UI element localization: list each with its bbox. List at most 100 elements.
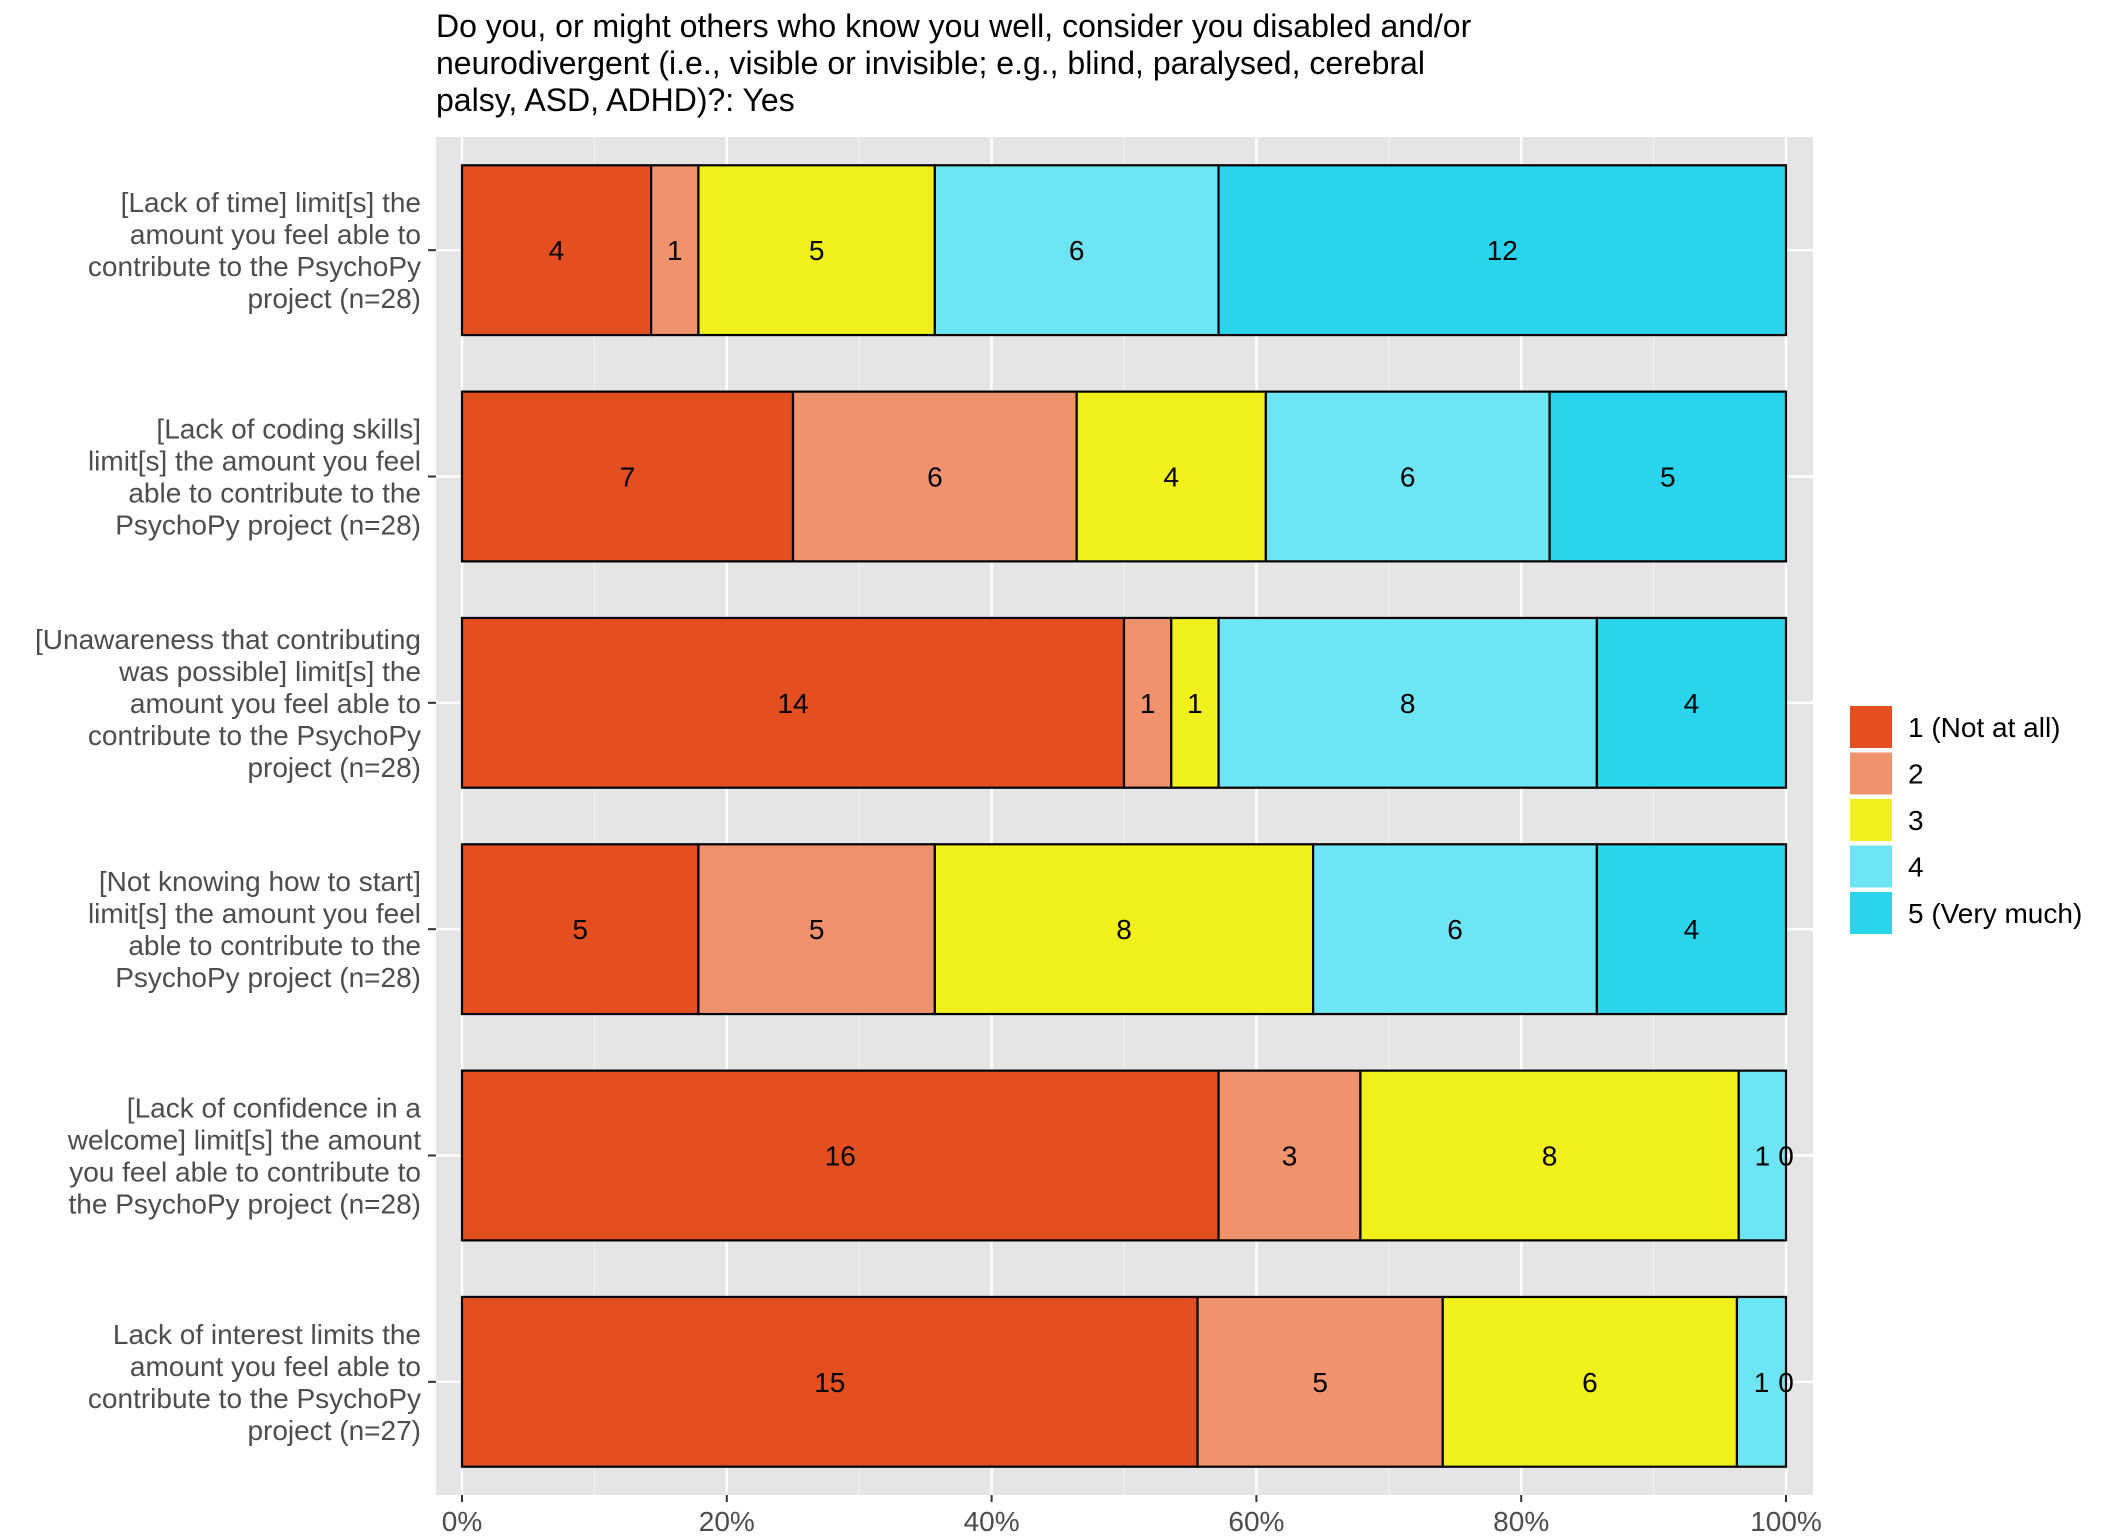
category-label-line: [Unawareness that contributing bbox=[35, 624, 421, 655]
bar-segment bbox=[1312, 843, 1598, 1016]
bar-segment bbox=[1737, 1069, 1788, 1242]
bar-segment bbox=[1359, 1069, 1740, 1242]
bar-segment bbox=[1548, 390, 1788, 563]
bar-segment bbox=[460, 390, 795, 563]
data-label: 4 bbox=[549, 235, 565, 266]
category-label-line: Lack of interest limits the bbox=[113, 1319, 421, 1350]
category-label-line: limit[s] the amount you feel bbox=[88, 898, 421, 929]
bar-segment bbox=[697, 164, 936, 337]
category-label-line: amount you feel able to bbox=[130, 1351, 421, 1382]
category-label-line: was possible] limit[s] the bbox=[118, 656, 421, 687]
data-label: 1 bbox=[1755, 1141, 1771, 1172]
bar-segment bbox=[460, 843, 700, 1016]
data-label: 5 bbox=[809, 235, 825, 266]
bars bbox=[460, 164, 1788, 1468]
bar-segment bbox=[460, 1295, 1199, 1468]
data-label: 1 bbox=[1754, 1367, 1770, 1398]
bar-segment bbox=[460, 164, 653, 337]
category-label-line: welcome] limit[s] the amount bbox=[67, 1125, 421, 1156]
legend-label: 1 (Not at all) bbox=[1908, 712, 2061, 743]
x-tick-label: 60% bbox=[1228, 1506, 1284, 1536]
data-label: 6 bbox=[1400, 462, 1416, 493]
category-label-line: PsychoPy project (n=28) bbox=[115, 510, 421, 541]
data-label: 8 bbox=[1116, 914, 1132, 945]
data-label: 4 bbox=[1163, 462, 1179, 493]
category-label: [Not knowing how to start] limit[s] the a… bbox=[88, 866, 421, 993]
data-label: 1 bbox=[667, 235, 683, 266]
bar-segment bbox=[1595, 616, 1788, 789]
category-label-line: project (n=27) bbox=[247, 1415, 421, 1446]
chart-title-line: Do you, or might others who know you wel… bbox=[436, 8, 1472, 44]
legend-key bbox=[1850, 706, 1892, 748]
data-label: 7 bbox=[620, 462, 636, 493]
data-label: 8 bbox=[1542, 1141, 1558, 1172]
data-label: 5 bbox=[572, 914, 588, 945]
data-label: 6 bbox=[1447, 914, 1463, 945]
category-label: [Lack of time] limit[s] the amount you fe… bbox=[88, 187, 421, 314]
data-label: 12 bbox=[1487, 235, 1518, 266]
legend-label: 4 bbox=[1908, 852, 1924, 883]
data-label: 6 bbox=[1582, 1367, 1598, 1398]
bar-segment bbox=[460, 616, 1126, 789]
data-label: 4 bbox=[1684, 688, 1700, 719]
bar-segment bbox=[1122, 616, 1173, 789]
legend-key bbox=[1850, 892, 1892, 934]
category-label-line: project (n=28) bbox=[247, 283, 421, 314]
x-tick-label: 0% bbox=[442, 1506, 482, 1536]
x-tick-label: 20% bbox=[699, 1506, 755, 1536]
legend-label: 2 bbox=[1908, 759, 1924, 790]
category-label-line: limit[s] the amount you feel bbox=[88, 446, 421, 477]
data-label: 0 bbox=[1778, 1367, 1794, 1398]
category-label-line: contribute to the PsychoPy bbox=[88, 720, 421, 751]
x-tick-label: 40% bbox=[964, 1506, 1020, 1536]
data-label: 14 bbox=[777, 688, 808, 719]
legend-key bbox=[1850, 752, 1892, 795]
category-label-line: amount you feel able to bbox=[130, 219, 421, 250]
category-label: [Lack of coding skills] limit[s] the amou… bbox=[88, 414, 421, 541]
legend-key bbox=[1850, 845, 1892, 888]
category-label-line: [Lack of confidence in a bbox=[127, 1093, 422, 1124]
legend-label: 5 (Very much) bbox=[1908, 898, 2082, 929]
legend-key bbox=[1850, 799, 1892, 841]
x-axis: 0% 20% 40% 60% 80% 100% bbox=[442, 1495, 1822, 1536]
data-label: 6 bbox=[1069, 235, 1085, 266]
bar-segment bbox=[933, 843, 1315, 1016]
data-label: 1 bbox=[1187, 688, 1203, 719]
data-label: 5 bbox=[809, 914, 825, 945]
bar-segment bbox=[1217, 164, 1788, 337]
x-tick-label: 100% bbox=[1750, 1506, 1822, 1536]
y-axis: [Lack of time] limit[s] the amount you fe… bbox=[35, 187, 436, 1446]
data-label: 1 bbox=[1140, 688, 1156, 719]
x-tick-label: 80% bbox=[1493, 1506, 1549, 1536]
category-label-line: contribute to the PsychoPy bbox=[88, 251, 421, 282]
bar-segment bbox=[1217, 616, 1598, 789]
category-label-line: the PsychoPy project (n=28) bbox=[68, 1189, 421, 1220]
bar-segment bbox=[1595, 843, 1788, 1016]
data-label: 6 bbox=[927, 462, 943, 493]
data-label: 5 bbox=[1312, 1367, 1328, 1398]
bar-segment bbox=[1441, 1295, 1739, 1468]
category-label-line: project (n=28) bbox=[247, 752, 421, 783]
data-label: 15 bbox=[814, 1367, 845, 1398]
category-label-line: you feel able to contribute to bbox=[69, 1157, 421, 1188]
data-label: 16 bbox=[825, 1141, 856, 1172]
bar-segment bbox=[1735, 1295, 1788, 1468]
category-label-line: [Lack of coding skills] bbox=[156, 414, 421, 445]
data-label: 5 bbox=[1660, 462, 1676, 493]
category-label-line: contribute to the PsychoPy bbox=[88, 1383, 421, 1414]
bar-segment bbox=[650, 164, 700, 337]
category-label-line: [Not knowing how to start] bbox=[99, 866, 421, 897]
category-label: [Unawareness that contributing was possib… bbox=[35, 624, 421, 783]
data-label: 8 bbox=[1400, 688, 1416, 719]
bar-segment bbox=[791, 390, 1078, 563]
category-label-line: PsychoPy project (n=28) bbox=[115, 962, 421, 993]
chart-title-line: palsy, ASD, ADHD)?: Yes bbox=[436, 82, 795, 118]
data-label: 4 bbox=[1684, 914, 1700, 945]
data-label: 0 bbox=[1778, 1141, 1794, 1172]
data-label: 3 bbox=[1282, 1141, 1298, 1172]
category-label-line: able to contribute to the bbox=[128, 930, 421, 961]
category-label: Lack of interest limits the amount you fe… bbox=[88, 1319, 421, 1446]
category-label-line: amount you feel able to bbox=[130, 688, 421, 719]
category-label: [Lack of confidence in a welcome] limit[s… bbox=[67, 1093, 422, 1220]
